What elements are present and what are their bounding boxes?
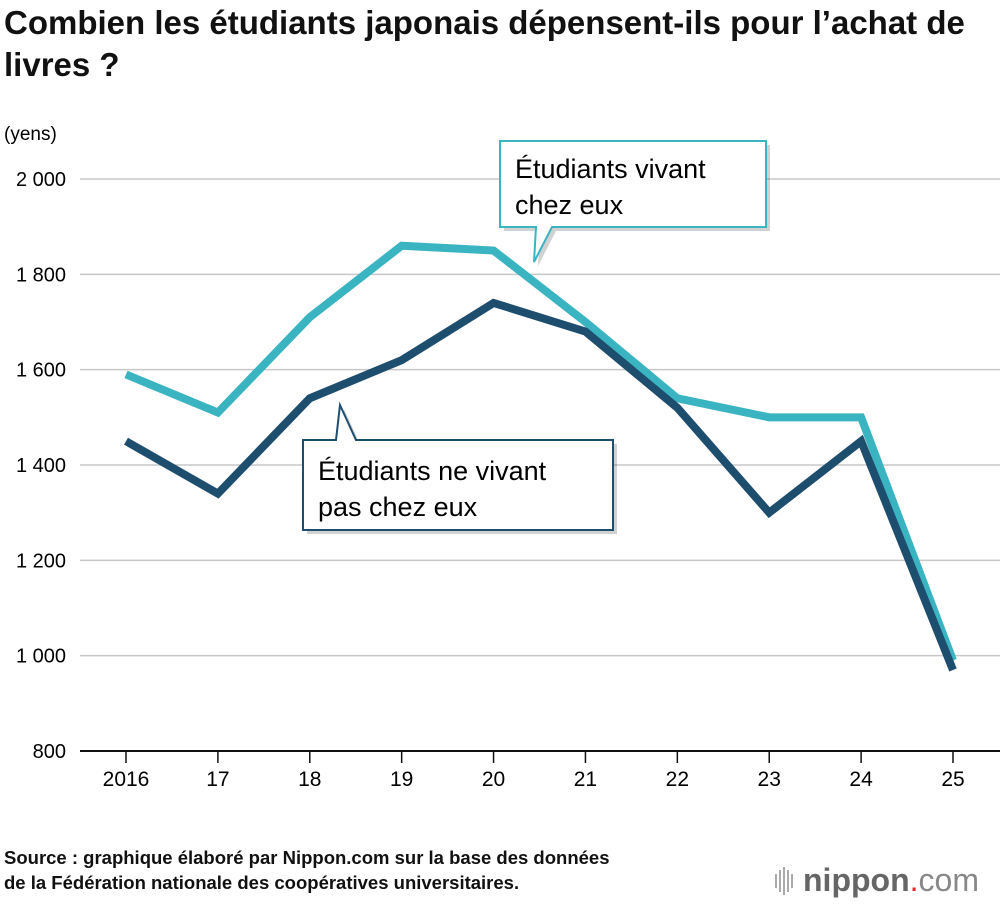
x-tick-label: 20 bbox=[482, 768, 505, 791]
x-tick-labels: 2016 17 18 19 20 21 22 23 24 25 bbox=[103, 768, 965, 791]
y-tick-label: 1 200 bbox=[16, 550, 66, 572]
logo-bars-icon bbox=[775, 866, 793, 895]
x-tick-label: 21 bbox=[574, 768, 597, 791]
series-label-line: chez eux bbox=[515, 190, 624, 220]
logo-suffix: com bbox=[918, 862, 979, 898]
y-tick-label: 2 000 bbox=[16, 169, 66, 191]
logo-dot: . bbox=[909, 862, 919, 898]
x-tick-label: 22 bbox=[666, 768, 689, 791]
source-note: Source : graphique élaboré par Nippon.co… bbox=[4, 845, 610, 895]
x-tick-label: 2016 bbox=[103, 768, 150, 791]
line-chart: 800 1 000 1 200 1 400 1 600 1 800 2 000 2016 17… bbox=[4, 124, 1000, 791]
x-tick-label: 25 bbox=[941, 768, 964, 791]
series-label-line: Étudiants ne vivant bbox=[318, 456, 547, 486]
x-tick-label: 19 bbox=[390, 768, 413, 791]
source-line: de la Fédération nationale des coopérati… bbox=[4, 872, 520, 893]
y-tick-label: 1 400 bbox=[16, 455, 66, 477]
y-tick-label: 1 800 bbox=[16, 264, 66, 286]
x-tick-label: 24 bbox=[849, 768, 873, 791]
logo-text: nippon bbox=[803, 862, 910, 898]
x-tick-label: 17 bbox=[206, 768, 229, 791]
y-tick-label: 800 bbox=[33, 741, 66, 763]
callout-vivant-chez-eux: Étudiants vivant chez eux bbox=[499, 140, 770, 266]
y-tick-labels: 800 1 000 1 200 1 400 1 600 1 800 2 000 bbox=[16, 169, 66, 763]
callout-ne-vivant-pas-chez-eux: Étudiants ne vivant pas chez eux bbox=[302, 401, 617, 534]
series-line-1 bbox=[124, 298, 957, 672]
y-axis-label: (yens) bbox=[4, 124, 57, 145]
chart-title: Combien les étudiants japonais dépensent… bbox=[4, 4, 965, 83]
series-label-line: Étudiants vivant bbox=[515, 154, 706, 184]
nippon-logo[interactable]: nippon. com bbox=[775, 862, 979, 899]
series-label-line: pas chez eux bbox=[318, 492, 478, 522]
y-tick-label: 1 600 bbox=[16, 360, 66, 382]
series-line-0 bbox=[124, 241, 957, 662]
x-tick-label: 18 bbox=[298, 768, 321, 791]
series-lines bbox=[124, 241, 957, 672]
y-tick-label: 1 000 bbox=[16, 646, 66, 668]
source-line: Source : graphique élaboré par Nippon.co… bbox=[4, 847, 610, 868]
x-tick-label: 23 bbox=[758, 768, 781, 791]
